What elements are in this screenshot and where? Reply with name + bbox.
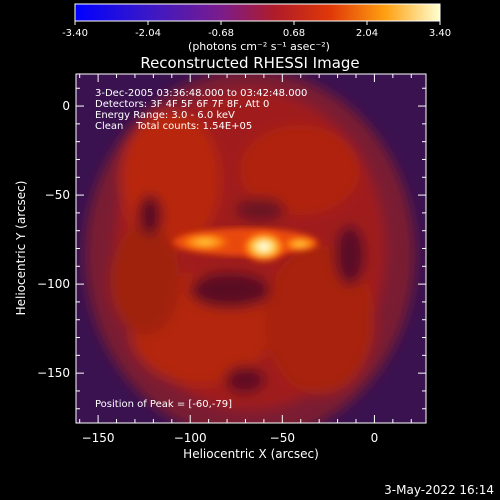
x-tick-label: 0 — [371, 431, 379, 445]
x-axis-label: Heliocentric X (arcsec) — [183, 447, 319, 461]
colorbar-tick-label: 3.40 — [429, 28, 451, 39]
y-tick-label: −50 — [45, 188, 70, 202]
y-tick-label: 0 — [62, 99, 70, 113]
chart-title: Reconstructed RHESSI Image — [140, 54, 359, 72]
y-axis-label: Heliocentric Y (arcsec) — [14, 181, 28, 316]
x-tick-label: −50 — [270, 431, 295, 445]
annotation-detectors: Detectors: 3F 4F 5F 6F 7F 8F, Att 0 — [95, 99, 269, 110]
colorbar-tick-label: -3.40 — [62, 28, 88, 39]
y-axis-ticks: 0 −50 −100 −150 — [37, 87, 426, 410]
colorbar-tick-label: 2.04 — [356, 28, 378, 39]
footer-date: 3-May-2022 16:14 — [384, 483, 494, 497]
colorbar-ticks: -3.40 -2.04 -0.68 0.68 2.04 3.40 — [62, 21, 451, 39]
peak-source — [239, 229, 288, 264]
peak-position-label: Position of Peak = [-60,-79] — [95, 399, 232, 410]
y-tick-label: −100 — [37, 277, 70, 291]
annotation-energy: Energy Range: 3.0 - 6.0 keV — [95, 110, 235, 121]
colorbar-units: (photons cm⁻² s⁻¹ asec⁻²) — [188, 40, 330, 53]
colorbar-tick-label: -0.68 — [208, 28, 234, 39]
annotation-counts: Clean Total counts: 1.54E+05 — [95, 121, 252, 132]
x-axis-ticks: −150 −100 −50 0 — [79, 74, 412, 445]
y-tick-label: −150 — [37, 366, 70, 380]
colorbar — [74, 3, 441, 22]
annotation-block: 3-Dec-2005 03:36:48.000 to 03:42:48.000 … — [95, 88, 307, 132]
x-tick-label: −100 — [174, 431, 207, 445]
x-tick-label: −150 — [82, 431, 115, 445]
annotation-time: 3-Dec-2005 03:36:48.000 to 03:42:48.000 — [95, 88, 307, 99]
colorbar-tick-label: -2.04 — [135, 28, 161, 39]
colorbar-tick-label: 0.68 — [283, 28, 305, 39]
rhessi-image — [76, 74, 426, 423]
